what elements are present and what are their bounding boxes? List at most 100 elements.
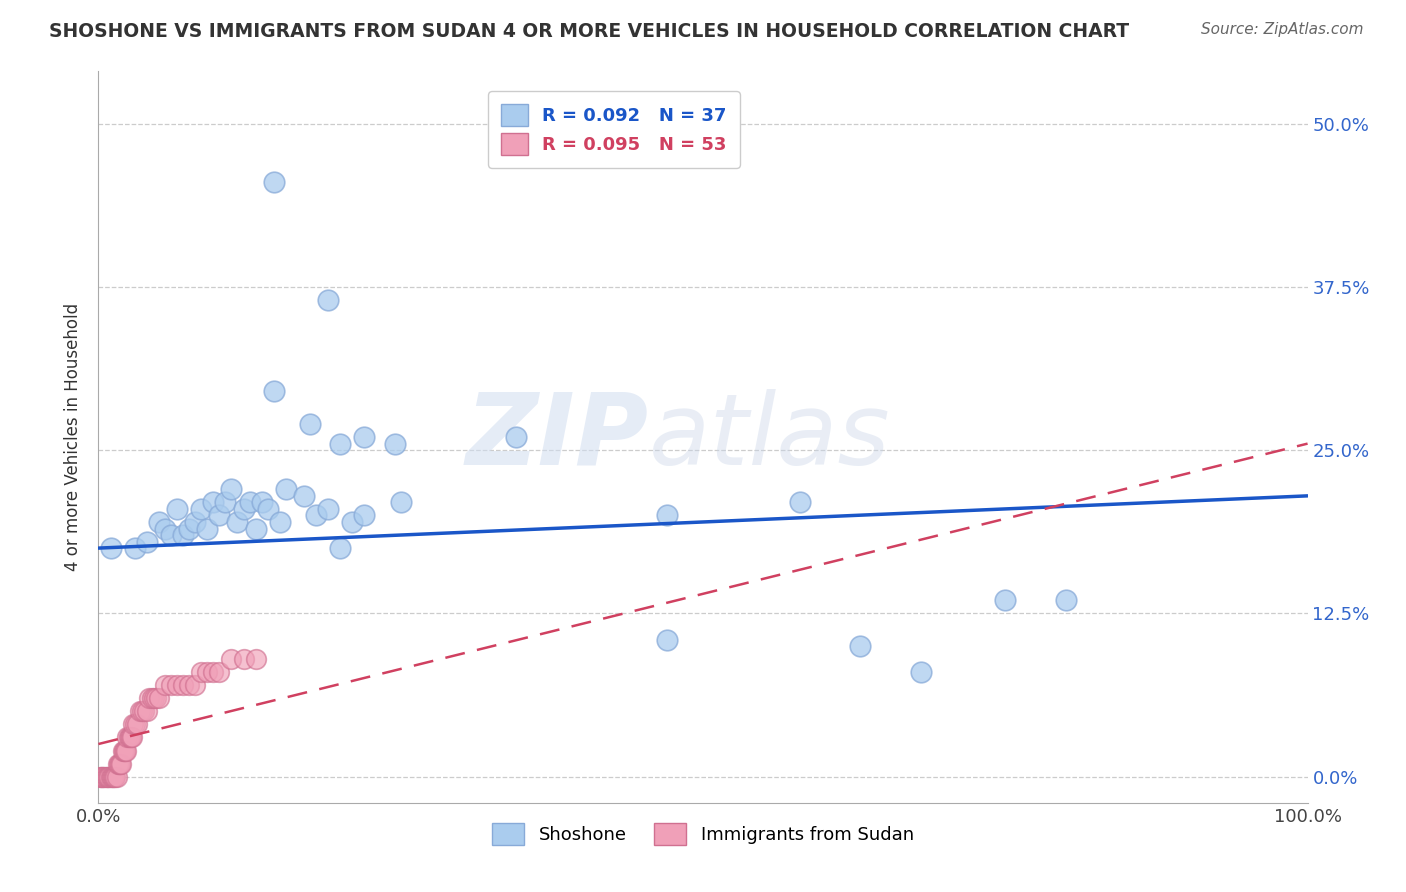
- Point: [221, 652, 243, 666]
- Point: [195, 521, 218, 535]
- Point: [148, 515, 170, 529]
- Point: [184, 515, 207, 529]
- Point: [96, 770, 118, 784]
- Point: [143, 691, 166, 706]
- Point: [245, 521, 267, 535]
- Point: [353, 508, 375, 523]
- Point: [134, 705, 156, 719]
- Point: [160, 528, 183, 542]
- Point: [110, 756, 132, 771]
- Point: [107, 756, 129, 771]
- Point: [202, 495, 225, 509]
- Point: [342, 515, 364, 529]
- Point: [789, 495, 811, 509]
- Point: [127, 717, 149, 731]
- Point: [122, 717, 145, 731]
- Point: [111, 743, 134, 757]
- Point: [112, 743, 135, 757]
- Point: [232, 652, 254, 666]
- Point: [292, 489, 315, 503]
- Point: [104, 770, 127, 784]
- Point: [226, 515, 249, 529]
- Point: [316, 502, 339, 516]
- Point: [131, 705, 153, 719]
- Point: [184, 678, 207, 692]
- Text: ZIP: ZIP: [465, 389, 648, 485]
- Point: [316, 293, 339, 307]
- Point: [214, 495, 236, 509]
- Point: [384, 436, 406, 450]
- Point: [274, 483, 297, 497]
- Point: [101, 770, 124, 784]
- Point: [100, 770, 122, 784]
- Point: [505, 430, 527, 444]
- Point: [166, 502, 188, 516]
- Point: [190, 665, 212, 680]
- Point: [655, 508, 678, 523]
- Point: [263, 384, 285, 399]
- Point: [263, 175, 285, 189]
- Point: [208, 665, 231, 680]
- Point: [148, 691, 170, 706]
- Point: [98, 770, 121, 784]
- Point: [1054, 593, 1077, 607]
- Point: [97, 770, 120, 784]
- Point: [91, 770, 114, 784]
- Point: [90, 770, 112, 784]
- Point: [208, 508, 231, 523]
- Point: [172, 678, 194, 692]
- Point: [202, 665, 225, 680]
- Point: [138, 691, 160, 706]
- Point: [91, 770, 114, 784]
- Point: [305, 508, 328, 523]
- Point: [179, 521, 201, 535]
- Point: [124, 717, 146, 731]
- Point: [256, 502, 278, 516]
- Point: [179, 678, 201, 692]
- Point: [353, 430, 375, 444]
- Point: [232, 502, 254, 516]
- Point: [239, 495, 262, 509]
- Point: [389, 495, 412, 509]
- Point: [269, 515, 291, 529]
- Point: [135, 705, 157, 719]
- Point: [190, 502, 212, 516]
- Point: [89, 770, 111, 784]
- Point: [195, 665, 218, 680]
- Point: [250, 495, 273, 509]
- Point: [93, 770, 115, 784]
- Point: [172, 528, 194, 542]
- Point: [124, 541, 146, 555]
- Point: [114, 743, 136, 757]
- Y-axis label: 4 or more Vehicles in Household: 4 or more Vehicles in Household: [65, 303, 83, 571]
- Point: [100, 770, 122, 784]
- Point: [299, 417, 322, 431]
- Point: [994, 593, 1017, 607]
- Point: [329, 541, 352, 555]
- Point: [245, 652, 267, 666]
- Point: [120, 731, 142, 745]
- Point: [166, 678, 188, 692]
- Text: atlas: atlas: [648, 389, 890, 485]
- Point: [145, 691, 167, 706]
- Point: [118, 731, 141, 745]
- Point: [153, 521, 176, 535]
- Point: [329, 436, 352, 450]
- Point: [105, 770, 128, 784]
- Point: [118, 731, 141, 745]
- Point: [115, 743, 138, 757]
- Point: [655, 632, 678, 647]
- Text: Source: ZipAtlas.com: Source: ZipAtlas.com: [1201, 22, 1364, 37]
- Point: [135, 534, 157, 549]
- Point: [160, 678, 183, 692]
- Point: [910, 665, 932, 680]
- Point: [108, 756, 131, 771]
- Point: [849, 639, 872, 653]
- Point: [153, 678, 176, 692]
- Point: [108, 756, 131, 771]
- Point: [94, 770, 117, 784]
- Point: [221, 483, 243, 497]
- Point: [100, 541, 122, 555]
- Legend: Shoshone, Immigrants from Sudan: Shoshone, Immigrants from Sudan: [478, 809, 928, 860]
- Text: SHOSHONE VS IMMIGRANTS FROM SUDAN 4 OR MORE VEHICLES IN HOUSEHOLD CORRELATION CH: SHOSHONE VS IMMIGRANTS FROM SUDAN 4 OR M…: [49, 22, 1129, 41]
